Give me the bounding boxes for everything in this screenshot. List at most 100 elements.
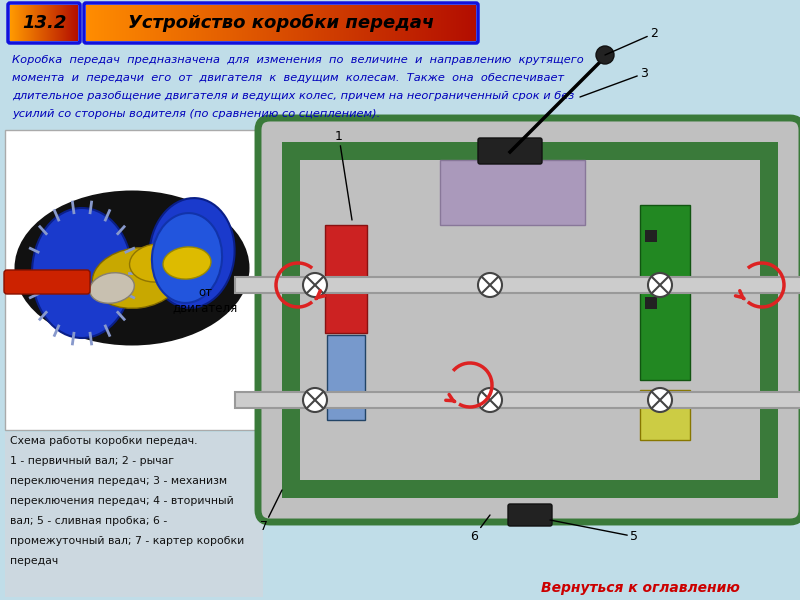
FancyBboxPatch shape — [332, 5, 333, 41]
FancyBboxPatch shape — [64, 5, 65, 41]
FancyBboxPatch shape — [104, 5, 105, 41]
FancyBboxPatch shape — [242, 5, 243, 41]
FancyBboxPatch shape — [411, 5, 412, 41]
FancyBboxPatch shape — [190, 5, 191, 41]
FancyBboxPatch shape — [18, 5, 19, 41]
Text: Схема работы коробки передач.: Схема работы коробки передач. — [10, 436, 198, 446]
FancyBboxPatch shape — [235, 277, 800, 293]
FancyBboxPatch shape — [271, 5, 272, 41]
FancyBboxPatch shape — [307, 5, 308, 41]
FancyBboxPatch shape — [133, 5, 134, 41]
FancyBboxPatch shape — [131, 5, 132, 41]
FancyBboxPatch shape — [105, 5, 106, 41]
FancyBboxPatch shape — [63, 5, 64, 41]
FancyBboxPatch shape — [282, 5, 283, 41]
FancyBboxPatch shape — [263, 5, 264, 41]
FancyBboxPatch shape — [200, 5, 201, 41]
FancyBboxPatch shape — [457, 5, 458, 41]
FancyBboxPatch shape — [15, 5, 16, 41]
FancyBboxPatch shape — [11, 5, 12, 41]
FancyBboxPatch shape — [322, 5, 323, 41]
FancyBboxPatch shape — [404, 5, 405, 41]
FancyBboxPatch shape — [113, 5, 114, 41]
FancyBboxPatch shape — [76, 5, 77, 41]
FancyBboxPatch shape — [320, 5, 321, 41]
FancyBboxPatch shape — [275, 5, 276, 41]
FancyBboxPatch shape — [351, 5, 352, 41]
FancyBboxPatch shape — [135, 5, 136, 41]
FancyBboxPatch shape — [280, 5, 281, 41]
FancyBboxPatch shape — [199, 5, 200, 41]
FancyBboxPatch shape — [437, 5, 438, 41]
FancyBboxPatch shape — [286, 5, 287, 41]
FancyBboxPatch shape — [331, 5, 332, 41]
FancyBboxPatch shape — [244, 5, 245, 41]
FancyBboxPatch shape — [367, 5, 368, 41]
FancyBboxPatch shape — [127, 5, 128, 41]
FancyBboxPatch shape — [247, 5, 248, 41]
FancyBboxPatch shape — [287, 5, 288, 41]
FancyBboxPatch shape — [28, 5, 29, 41]
FancyBboxPatch shape — [372, 5, 373, 41]
FancyBboxPatch shape — [294, 5, 295, 41]
FancyBboxPatch shape — [371, 5, 372, 41]
FancyBboxPatch shape — [67, 5, 68, 41]
FancyBboxPatch shape — [68, 5, 69, 41]
FancyBboxPatch shape — [390, 5, 391, 41]
FancyBboxPatch shape — [338, 5, 339, 41]
FancyBboxPatch shape — [340, 5, 341, 41]
Ellipse shape — [14, 191, 250, 346]
FancyBboxPatch shape — [413, 5, 414, 41]
FancyBboxPatch shape — [311, 5, 312, 41]
FancyBboxPatch shape — [142, 5, 143, 41]
FancyBboxPatch shape — [383, 5, 384, 41]
FancyBboxPatch shape — [20, 5, 21, 41]
FancyBboxPatch shape — [121, 5, 122, 41]
FancyBboxPatch shape — [130, 5, 131, 41]
FancyBboxPatch shape — [342, 5, 343, 41]
FancyBboxPatch shape — [295, 5, 296, 41]
FancyBboxPatch shape — [221, 5, 222, 41]
FancyBboxPatch shape — [58, 5, 59, 41]
FancyBboxPatch shape — [16, 5, 17, 41]
FancyBboxPatch shape — [448, 5, 449, 41]
FancyBboxPatch shape — [26, 5, 27, 41]
FancyBboxPatch shape — [253, 5, 254, 41]
FancyBboxPatch shape — [77, 5, 78, 41]
FancyBboxPatch shape — [172, 5, 173, 41]
FancyBboxPatch shape — [74, 5, 75, 41]
FancyBboxPatch shape — [381, 5, 382, 41]
FancyBboxPatch shape — [465, 5, 466, 41]
FancyBboxPatch shape — [148, 5, 149, 41]
FancyBboxPatch shape — [160, 5, 161, 41]
FancyBboxPatch shape — [301, 5, 302, 41]
FancyBboxPatch shape — [13, 5, 14, 41]
Text: 1: 1 — [335, 130, 352, 220]
FancyBboxPatch shape — [439, 5, 440, 41]
FancyBboxPatch shape — [66, 5, 67, 41]
FancyBboxPatch shape — [451, 5, 452, 41]
FancyBboxPatch shape — [329, 5, 330, 41]
FancyBboxPatch shape — [431, 5, 432, 41]
FancyBboxPatch shape — [184, 5, 185, 41]
FancyBboxPatch shape — [108, 5, 109, 41]
Ellipse shape — [130, 244, 185, 282]
FancyBboxPatch shape — [379, 5, 380, 41]
Text: переключения передач; 3 - механизм: переключения передач; 3 - механизм — [10, 476, 227, 486]
FancyBboxPatch shape — [179, 5, 180, 41]
FancyBboxPatch shape — [450, 5, 451, 41]
FancyBboxPatch shape — [318, 5, 319, 41]
FancyBboxPatch shape — [129, 5, 130, 41]
FancyBboxPatch shape — [456, 5, 457, 41]
FancyBboxPatch shape — [255, 5, 256, 41]
FancyBboxPatch shape — [391, 5, 392, 41]
FancyBboxPatch shape — [214, 5, 215, 41]
FancyBboxPatch shape — [430, 5, 431, 41]
FancyBboxPatch shape — [161, 5, 162, 41]
FancyBboxPatch shape — [19, 5, 20, 41]
FancyBboxPatch shape — [361, 5, 362, 41]
FancyBboxPatch shape — [126, 5, 127, 41]
FancyBboxPatch shape — [211, 5, 212, 41]
FancyBboxPatch shape — [47, 5, 48, 41]
Text: вал; 5 - сливная пробка; 6 -: вал; 5 - сливная пробка; 6 - — [10, 516, 167, 526]
